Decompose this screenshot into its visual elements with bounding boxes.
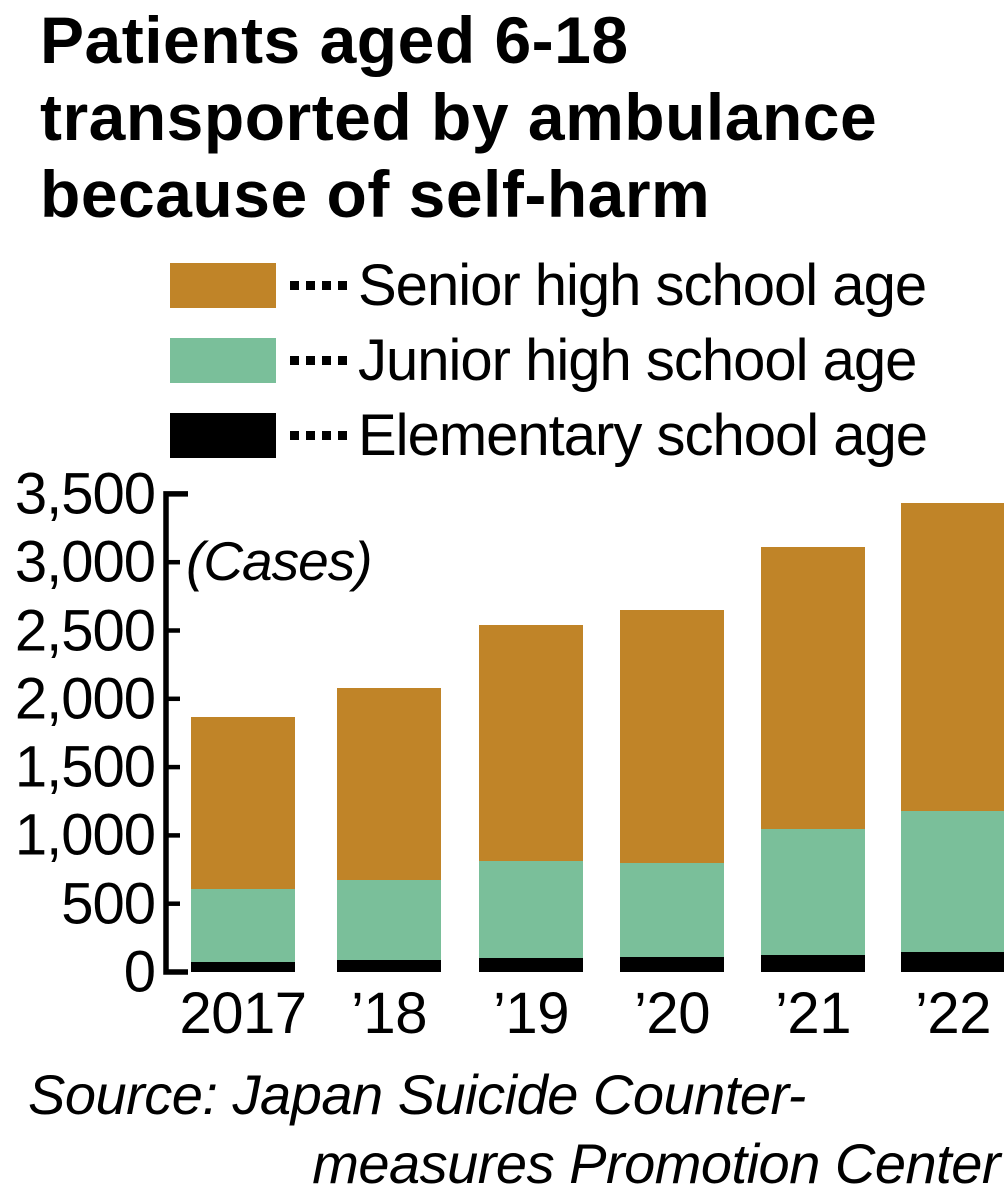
y-tick-label: 500 [61,871,156,937]
legend-leader-dots [290,430,354,440]
y-tick-label: 1,500 [14,734,156,800]
bar-21 [761,547,865,972]
segment-junior-high-school-age [479,861,583,959]
bar-2017 [191,717,295,972]
legend-label: Senior high school age [358,252,927,318]
x-tick-label: ’19 [493,981,569,1046]
bar-19 [479,625,583,972]
x-tick-label: ’20 [634,981,710,1046]
bar-20 [620,610,724,972]
segment-junior-high-school-age [191,888,295,963]
segment-elementary-school-age [761,954,865,972]
legend-item-elementary: Elementary school age [170,403,928,468]
segment-senior-high-school-age [479,625,583,862]
chart-title: Patients aged 6-18 transported by ambula… [40,3,878,231]
y-tick-label: 1,000 [14,802,156,868]
segment-elementary-school-age [901,952,1004,972]
y-tick-label: 2,000 [14,666,156,732]
legend-label: Junior high school age [358,327,917,393]
segment-junior-high-school-age [761,828,865,955]
legend-item-senior-high: Senior high school age [170,253,927,318]
legend: Senior high school age Junior high schoo… [170,253,928,487]
source-line-2: measures Promotion Center [312,1132,1000,1195]
bar-22 [901,503,1004,972]
y-tick-label: 3,000 [14,529,156,595]
segment-senior-high-school-age [337,687,441,880]
segment-senior-high-school-age [901,503,1004,811]
x-tick-label: ’21 [775,981,851,1046]
y-tick-label: 3,500 [14,461,156,527]
segment-elementary-school-age [620,957,724,972]
segment-junior-high-school-age [337,879,441,961]
segment-senior-high-school-age [191,717,295,889]
legend-leader-dots [290,355,354,365]
y-tick-label: 0 [123,939,156,1005]
segment-elementary-school-age [337,960,441,972]
segment-junior-high-school-age [620,862,724,957]
segment-elementary-school-age [479,958,583,972]
y-axis-unit-label: (Cases) [186,530,373,592]
x-tick-label: 2017 [179,981,307,1046]
x-tick-label: ’18 [351,981,427,1046]
segment-senior-high-school-age [620,610,724,863]
legend-leader-dots [290,280,354,290]
black-swatch-icon [170,412,276,458]
bar-18 [337,687,441,972]
source-attribution: Source: Japan Suicide Counter- measures … [28,1060,1001,1198]
orange-swatch-icon [170,262,276,308]
source-line-1: Source: Japan Suicide Counter- [28,1063,806,1126]
y-tick-label: 2,500 [14,598,156,663]
x-tick-label: ’22 [915,981,991,1046]
segment-elementary-school-age [191,962,295,972]
green-swatch-icon [170,337,276,383]
segment-junior-high-school-age [901,810,1004,953]
legend-item-junior-high: Junior high school age [170,328,927,393]
legend-label: Elementary school age [358,402,928,468]
segment-senior-high-school-age [761,547,865,829]
